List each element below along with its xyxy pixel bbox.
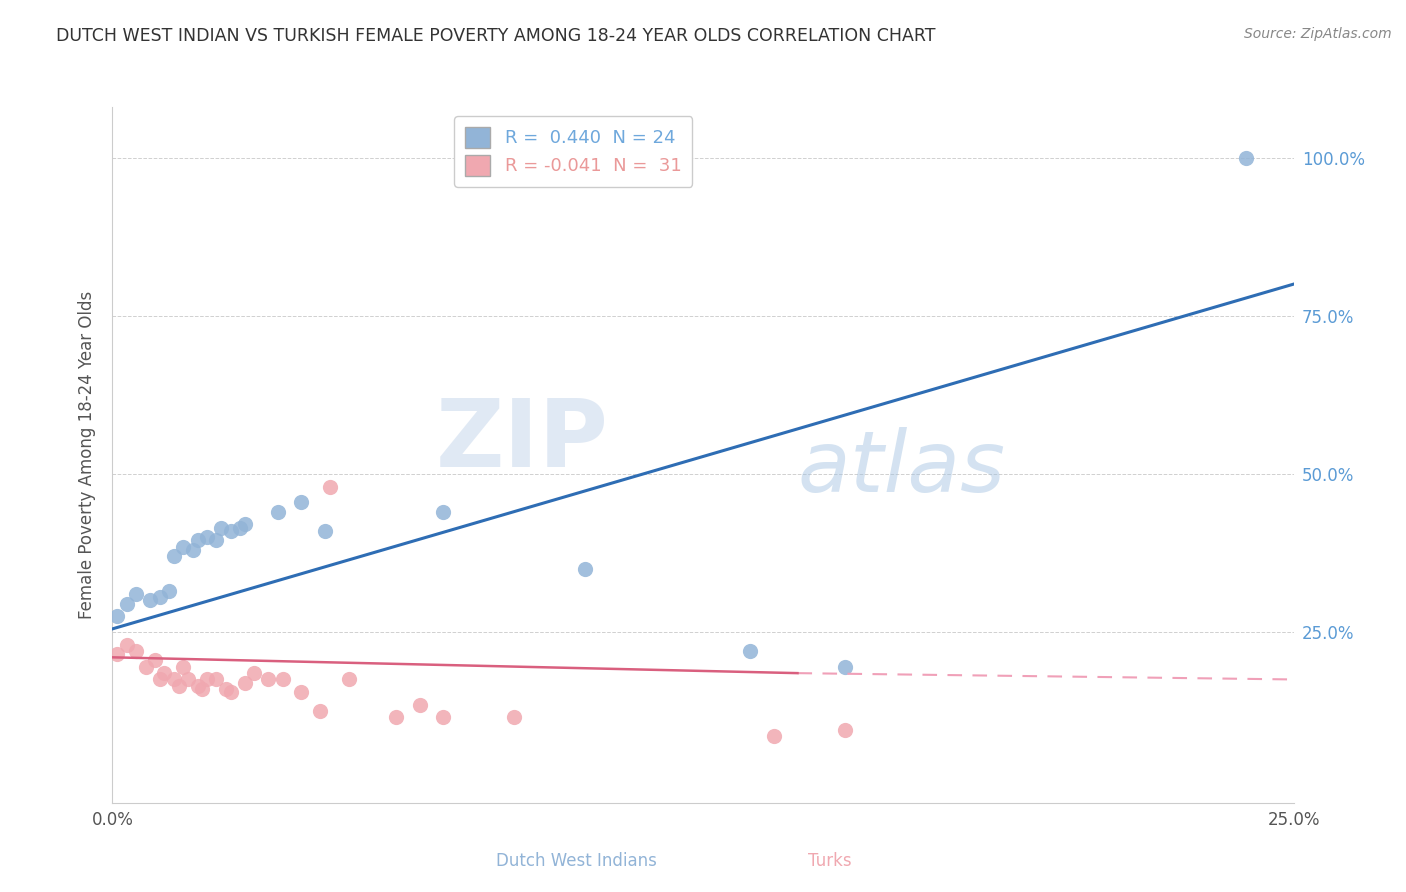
- Text: ZIP: ZIP: [436, 395, 609, 487]
- Point: [172, 660, 194, 674]
- Point: [115, 597, 138, 611]
- Point: [740, 644, 762, 658]
- Text: DUTCH WEST INDIAN VS TURKISH FEMALE POVERTY AMONG 18-24 YEAR OLDS CORRELATION CH: DUTCH WEST INDIAN VS TURKISH FEMALE POVE…: [56, 27, 936, 45]
- Point: [257, 673, 280, 687]
- Point: [229, 521, 252, 535]
- Point: [125, 587, 148, 601]
- Point: [337, 673, 360, 687]
- Point: [408, 698, 430, 712]
- Point: [762, 730, 785, 744]
- Point: [167, 679, 190, 693]
- Point: [205, 673, 228, 687]
- Point: [215, 681, 238, 696]
- Point: [209, 521, 232, 535]
- Point: [177, 673, 200, 687]
- Point: [432, 710, 454, 724]
- Point: [574, 562, 596, 576]
- Point: [172, 540, 194, 554]
- Point: [309, 704, 332, 718]
- Text: Turks: Turks: [807, 852, 852, 870]
- Point: [267, 505, 290, 519]
- Point: [205, 533, 228, 548]
- Point: [385, 710, 408, 724]
- Point: [125, 644, 148, 658]
- Point: [186, 679, 208, 693]
- Point: [191, 681, 214, 696]
- Point: [243, 666, 266, 681]
- Point: [319, 479, 342, 493]
- Point: [503, 710, 526, 724]
- Point: [271, 673, 294, 687]
- Point: [834, 660, 856, 674]
- Point: [181, 542, 204, 557]
- Point: [314, 524, 336, 538]
- Point: [153, 666, 176, 681]
- Point: [149, 673, 172, 687]
- Point: [157, 583, 180, 598]
- Point: [186, 533, 208, 548]
- Text: Source: ZipAtlas.com: Source: ZipAtlas.com: [1244, 27, 1392, 41]
- Point: [195, 673, 218, 687]
- Point: [1234, 151, 1257, 165]
- Point: [105, 647, 128, 661]
- Text: Dutch West Indians: Dutch West Indians: [496, 852, 657, 870]
- Legend: R =  0.440  N = 24, R = -0.041  N =  31: R = 0.440 N = 24, R = -0.041 N = 31: [454, 116, 692, 186]
- Point: [163, 549, 186, 563]
- Point: [105, 609, 128, 624]
- Point: [233, 517, 256, 532]
- Point: [139, 593, 162, 607]
- Point: [115, 638, 138, 652]
- Point: [432, 505, 454, 519]
- Point: [163, 673, 186, 687]
- Point: [143, 653, 166, 667]
- Point: [290, 495, 312, 509]
- Point: [290, 685, 312, 699]
- Point: [219, 685, 242, 699]
- Point: [195, 530, 218, 544]
- Point: [834, 723, 856, 737]
- Text: atlas: atlas: [797, 427, 1005, 510]
- Point: [149, 591, 172, 605]
- Point: [219, 524, 242, 538]
- Y-axis label: Female Poverty Among 18-24 Year Olds: Female Poverty Among 18-24 Year Olds: [77, 291, 96, 619]
- Point: [233, 675, 256, 690]
- Point: [135, 660, 157, 674]
